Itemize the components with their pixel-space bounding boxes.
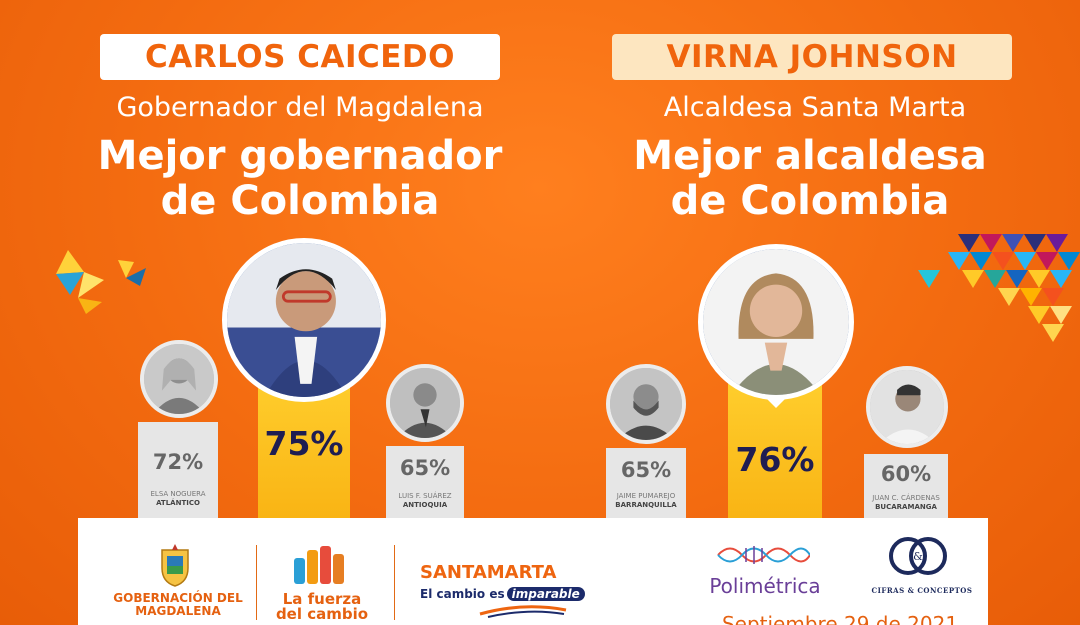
fuerza-line1: La fuerza bbox=[282, 590, 362, 608]
cifras-conceptos-icon: & bbox=[889, 537, 947, 575]
svg-text:&: & bbox=[913, 550, 923, 563]
rival-place: BARRANQUILLA bbox=[615, 501, 677, 509]
headline-right-line2: de Colombia bbox=[670, 178, 950, 224]
logo-fuerza-cambio: La fuerza del cambio bbox=[262, 592, 382, 622]
rival-pct: 65% bbox=[399, 456, 451, 480]
rival-pillar-pumarejo: 65% JAIME PUMAREJO BARRANQUILLA bbox=[606, 448, 686, 518]
rival-place: ANTIOQUIA bbox=[402, 501, 448, 509]
rival-person: ELSA NOGUERA bbox=[150, 490, 206, 498]
headline-left-line1: Mejor gobernador bbox=[97, 133, 503, 179]
headline-left-line2: de Colombia bbox=[160, 178, 440, 224]
headline-right: Mejor alcaldesa de Colombia bbox=[570, 134, 1050, 224]
rival-pct: 65% bbox=[620, 458, 672, 482]
rival-pillar-cardenas: 60% JUAN C. CÁRDENAS BUCARAMANGA bbox=[864, 454, 948, 518]
headline-left: Mejor gobernador de Colombia bbox=[60, 134, 540, 224]
dna-wave-icon bbox=[717, 546, 810, 564]
gob-line1: GOBERNACIÓN DEL bbox=[113, 591, 243, 605]
rival-pct: 72% bbox=[152, 450, 204, 474]
rival-person: JAIME PUMAREJO bbox=[616, 492, 676, 500]
rival-place: ATLÁNTICO bbox=[156, 499, 200, 507]
avatar-notch bbox=[766, 398, 786, 408]
raised-fists-icon bbox=[294, 546, 344, 584]
avatar-johnson bbox=[698, 244, 854, 400]
rival-place: BUCARAMANGA bbox=[875, 503, 937, 511]
publication-date: Septiembre 29 de 2021 bbox=[721, 612, 959, 625]
divider bbox=[256, 545, 257, 620]
santamarta-slogan: El cambio es imparable bbox=[420, 587, 585, 601]
avatar-suarez bbox=[386, 364, 464, 442]
slogan-pill: imparable bbox=[506, 587, 585, 601]
logo-gobernacion: GOBERNACIÓN DEL MAGDALENA bbox=[108, 592, 248, 618]
rival-pillar-noguera: 72% ELSA NOGUERA ATLÁNTICO bbox=[138, 422, 218, 518]
avatar-noguera bbox=[140, 340, 218, 418]
avatar-cardenas bbox=[866, 366, 948, 448]
logo-polimetrica: Polimétrica bbox=[709, 574, 821, 598]
winner-pct: 75% bbox=[264, 424, 344, 463]
role-right: Alcaldesa Santa Marta bbox=[663, 92, 967, 123]
fuerza-line2: del cambio bbox=[275, 605, 369, 623]
logo-santamarta: SANTAMARTA bbox=[420, 562, 557, 583]
rival-pct: 60% bbox=[880, 462, 932, 486]
triangle-decoration-left bbox=[56, 250, 146, 314]
name-badge-johnson: VIRNA JOHNSON bbox=[612, 34, 1012, 80]
rival-person: LUIS F. SUÁREZ bbox=[398, 492, 452, 500]
rival-pillar-suarez: 65% LUIS F. SUÁREZ ANTIOQUIA bbox=[386, 446, 464, 518]
role-left: Gobernador del Magdalena bbox=[116, 92, 484, 123]
name-badge-caicedo: CARLOS CAICEDO bbox=[100, 34, 500, 80]
triangle-decoration-right bbox=[918, 234, 1080, 342]
rival-person: JUAN C. CÁRDENAS bbox=[872, 494, 940, 502]
avatar-caicedo bbox=[222, 238, 386, 402]
divider bbox=[394, 545, 395, 620]
winner-pct: 76% bbox=[735, 440, 815, 479]
avatar-pumarejo bbox=[606, 364, 686, 444]
headline-right-line1: Mejor alcaldesa bbox=[633, 133, 987, 179]
swoosh-icon bbox=[479, 605, 567, 618]
logo-cifras-conceptos: CIFRAS & CONCEPTOS bbox=[871, 586, 973, 595]
coat-of-arms-icon bbox=[161, 544, 189, 587]
gob-line2: MAGDALENA bbox=[135, 604, 221, 618]
slogan-prefix: El cambio es bbox=[420, 587, 505, 601]
